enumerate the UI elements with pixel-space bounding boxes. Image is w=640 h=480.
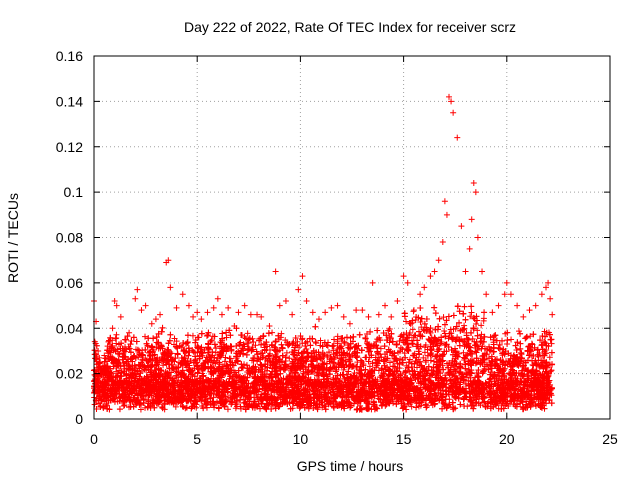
data-point	[252, 342, 259, 349]
data-point	[91, 338, 98, 345]
data-point	[366, 363, 373, 370]
data-point	[113, 365, 120, 372]
x-axis-label: GPS time / hours	[297, 458, 404, 474]
data-point	[442, 372, 449, 379]
data-point	[244, 330, 251, 337]
data-point	[299, 336, 306, 343]
data-point	[91, 401, 98, 408]
data-point	[546, 354, 553, 361]
data-point	[508, 336, 515, 343]
data-point	[317, 337, 324, 344]
chart-title: Day 222 of 2022, Rate Of TEC Index for r…	[184, 19, 516, 35]
data-point	[386, 359, 393, 366]
data-point	[269, 329, 276, 336]
data-point	[347, 334, 354, 341]
data-point	[467, 313, 474, 320]
data-point	[421, 349, 428, 356]
data-point	[406, 356, 413, 363]
data-point	[334, 333, 341, 340]
data-point	[278, 330, 285, 337]
data-point	[221, 358, 228, 365]
data-point	[441, 328, 448, 335]
data-point	[224, 406, 231, 413]
data-point	[471, 403, 478, 410]
data-point	[527, 333, 534, 340]
data-point	[440, 314, 447, 321]
data-point	[113, 368, 120, 375]
data-point	[226, 355, 233, 362]
data-point	[516, 328, 523, 335]
data-point	[212, 360, 219, 367]
data-point	[249, 335, 256, 342]
data-point	[409, 326, 416, 333]
grid	[94, 56, 610, 419]
data-points	[91, 93, 556, 413]
data-point	[386, 333, 393, 340]
data-point	[396, 337, 403, 344]
data-point	[172, 403, 179, 410]
data-point	[286, 355, 293, 362]
data-point	[441, 321, 448, 328]
data-point	[283, 349, 290, 356]
data-point	[222, 354, 229, 361]
data-point	[478, 331, 485, 338]
data-point	[189, 332, 196, 339]
data-point	[420, 354, 427, 361]
data-point	[230, 362, 237, 369]
data-point	[142, 333, 149, 340]
data-point	[480, 317, 487, 324]
data-point	[142, 404, 149, 411]
data-point	[404, 374, 411, 381]
y-axis-label: ROTI / TECUs	[5, 193, 21, 283]
data-point	[490, 333, 497, 340]
data-point	[434, 341, 441, 348]
data-point	[474, 327, 481, 334]
data-point	[403, 318, 410, 325]
data-point	[460, 349, 467, 356]
data-point	[478, 322, 485, 329]
